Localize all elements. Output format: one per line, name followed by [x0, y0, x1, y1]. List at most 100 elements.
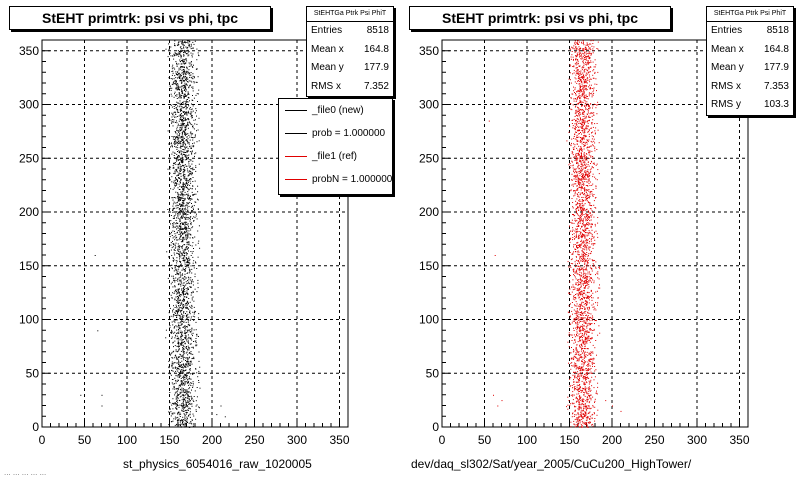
data-point	[181, 339, 183, 341]
data-point	[184, 250, 186, 252]
data-point	[172, 83, 174, 85]
data-point	[172, 55, 174, 57]
data-point	[180, 389, 182, 391]
data-point	[181, 409, 183, 411]
data-point	[578, 353, 580, 355]
data-point	[180, 97, 182, 99]
data-point	[188, 349, 190, 351]
data-point	[179, 404, 181, 406]
data-point	[574, 190, 576, 192]
data-point	[181, 222, 183, 224]
data-point	[188, 277, 190, 279]
data-point	[583, 224, 585, 226]
data-point	[581, 85, 583, 87]
data-point	[582, 342, 584, 344]
data-point	[174, 75, 176, 77]
data-point	[176, 310, 178, 312]
data-point	[576, 332, 578, 334]
data-point	[175, 87, 177, 89]
data-point	[170, 146, 171, 148]
data-point	[587, 140, 589, 142]
data-point	[188, 174, 190, 176]
data-point	[184, 84, 186, 86]
data-point	[177, 295, 179, 297]
data-point	[198, 336, 199, 337]
data-point	[189, 338, 191, 340]
data-point	[585, 171, 587, 173]
data-point	[186, 77, 188, 79]
data-point	[579, 48, 581, 50]
data-point	[182, 187, 184, 189]
data-point	[582, 347, 584, 349]
data-point	[582, 200, 584, 202]
data-point	[181, 126, 183, 128]
data-point	[178, 177, 180, 178]
data-point	[575, 209, 577, 211]
data-point	[581, 159, 583, 161]
data-point	[581, 400, 583, 401]
data-point	[585, 304, 587, 306]
data-point	[189, 414, 191, 416]
data-point	[184, 325, 186, 327]
data-point	[590, 52, 592, 54]
data-point	[577, 110, 579, 112]
data-point	[587, 315, 589, 316]
data-point	[585, 322, 587, 324]
data-point	[573, 143, 575, 145]
data-point	[185, 154, 187, 156]
data-point	[178, 283, 180, 285]
data-point	[180, 225, 182, 227]
data-point	[583, 41, 584, 43]
data-point	[574, 386, 576, 387]
data-point	[592, 43, 594, 44]
data-point	[173, 346, 174, 348]
data-point	[190, 113, 192, 115]
data-point	[578, 289, 580, 291]
data-point	[186, 420, 188, 422]
data-point	[569, 230, 571, 232]
data-point	[573, 334, 575, 336]
data-point	[584, 348, 586, 350]
data-point	[174, 162, 175, 164]
data-point	[191, 330, 193, 332]
data-point	[574, 63, 576, 65]
data-point	[584, 404, 586, 406]
data-point	[580, 326, 581, 328]
data-point	[577, 171, 579, 173]
data-point	[571, 222, 573, 224]
data-point	[569, 167, 571, 169]
data-point	[185, 213, 187, 215]
data-point	[186, 204, 188, 206]
data-point	[585, 227, 587, 229]
data-point	[190, 165, 191, 167]
data-point	[581, 347, 583, 349]
data-point	[171, 78, 173, 80]
data-point	[174, 298, 176, 300]
data-point	[577, 44, 579, 45]
data-point	[181, 223, 183, 225]
data-point	[185, 216, 187, 218]
data-point	[171, 247, 173, 249]
data-point	[588, 368, 590, 370]
data-point	[583, 357, 585, 359]
data-point	[176, 236, 178, 238]
data-point	[169, 307, 171, 309]
data-point	[183, 152, 185, 154]
data-point	[182, 137, 184, 139]
data-point	[574, 116, 576, 117]
data-point	[171, 413, 173, 415]
data-point	[186, 140, 188, 142]
data-point	[194, 135, 196, 137]
data-point	[592, 263, 594, 265]
data-point	[177, 284, 179, 286]
data-point	[578, 419, 580, 421]
data-point	[178, 245, 180, 247]
data-point	[194, 310, 196, 312]
data-point	[575, 110, 577, 112]
data-point	[175, 242, 177, 244]
data-point	[581, 127, 583, 129]
data-point	[191, 132, 193, 134]
data-point	[181, 410, 183, 412]
data-point	[176, 83, 178, 85]
data-point	[588, 194, 590, 196]
